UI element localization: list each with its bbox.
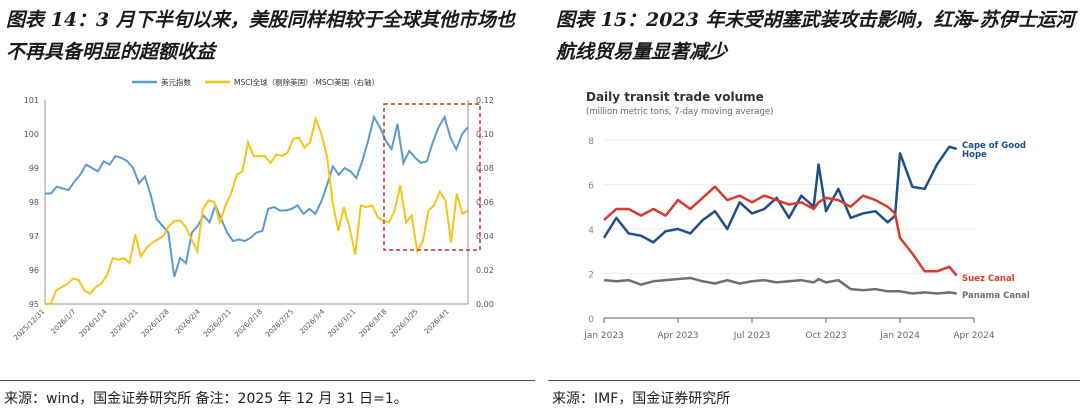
- y-tick-label: 99: [29, 164, 39, 173]
- y-tick-label: 96: [29, 266, 39, 275]
- right-divider: [548, 380, 1080, 381]
- x-tick-label: Jul 2023: [733, 331, 771, 341]
- series-label: Panama Canal: [962, 291, 1030, 301]
- x-tick-label: 2026/3/25: [389, 308, 420, 339]
- highlight-box: [383, 103, 481, 251]
- y-tick-label: 97: [29, 232, 39, 241]
- x-tick-label: 2026/1/28: [140, 308, 171, 339]
- series-label: Hope: [962, 150, 987, 160]
- y-tick-label: 95: [29, 300, 39, 309]
- x-tick-label: Jan 2024: [879, 331, 920, 341]
- y-tick-label: 98: [29, 198, 39, 207]
- y2-tick-label: 0.10: [476, 130, 494, 139]
- x-tick-label: 2025/12/31: [12, 308, 46, 342]
- series-line-0: [45, 114, 469, 278]
- x-tick-label: Apr 2024: [953, 331, 995, 341]
- x-tick-label: 2026/2/4: [174, 307, 202, 335]
- x-tick-label: 2026/1/14: [78, 307, 109, 338]
- y-tick-label: 6: [588, 182, 594, 192]
- series-line-0: [602, 145, 958, 244]
- chart-subtitle: (million metric tons, 7-day moving avera…: [586, 107, 773, 117]
- y2-tick-label: 0.06: [476, 198, 494, 207]
- y-tick-label: 8: [588, 137, 594, 147]
- legend-label: MSCI全球（剔除美国）-MSCI美国（右轴）: [234, 77, 379, 87]
- x-tick-label: 2026/3/18: [358, 308, 389, 339]
- x-tick-label: 2026/1/21: [109, 308, 140, 339]
- x-tick-label: 2026/3/4: [298, 307, 326, 335]
- x-tick-label: Apr 2023: [657, 331, 698, 341]
- left-divider: [0, 380, 535, 381]
- y2-tick-label: 0.00: [476, 300, 494, 309]
- y-tick-label: 0: [588, 315, 594, 325]
- left-source: 来源：wind，国金证券研究所 备注：2025 年 12 月 31 日=1。: [4, 391, 408, 407]
- x-tick-label: 2026/1/7: [50, 308, 78, 336]
- left-figure-title: 图表 14：3 月下半旬以来，美股同样相较于全球其他市场也不再具备明显的超额收益: [6, 9, 515, 63]
- y2-tick-label: 0.12: [476, 96, 494, 105]
- legend-label: 美元指数: [161, 77, 191, 87]
- x-tick-label: 2026/3/11: [326, 308, 357, 339]
- y-tick-label: 2: [588, 271, 594, 281]
- y2-tick-label: 0.02: [476, 266, 494, 275]
- x-tick-label: Jan 2023: [583, 331, 624, 341]
- series-label: Suez Canal: [962, 274, 1015, 284]
- series-label: Cape of Good: [962, 141, 1026, 151]
- right-source: 来源：IMF，国金证券研究所: [552, 391, 731, 407]
- y-tick-label: 100: [24, 130, 39, 139]
- series-line-1: [45, 115, 469, 305]
- y2-tick-label: 0.04: [476, 232, 494, 241]
- x-tick-label: Oct 2023: [805, 331, 846, 341]
- x-tick-label: 2026/2/18: [233, 308, 264, 339]
- x-tick-label: 2026/2/11: [202, 308, 233, 339]
- chart-title: Daily transit trade volume: [586, 90, 764, 104]
- y-tick-label: 4: [588, 226, 594, 236]
- right-figure-title: 图表 15：2023 年末受胡塞武装攻击影响，红海-苏伊士运河航线贸易量显著减少: [556, 9, 1075, 63]
- y-tick-label: 101: [24, 96, 39, 105]
- series-line-2: [603, 276, 957, 295]
- y2-tick-label: 0.08: [476, 164, 494, 173]
- series-line-1: [603, 185, 958, 277]
- x-tick-label: 2026/4/1: [423, 308, 451, 336]
- x-tick-label: 2026/2/25: [264, 308, 295, 339]
